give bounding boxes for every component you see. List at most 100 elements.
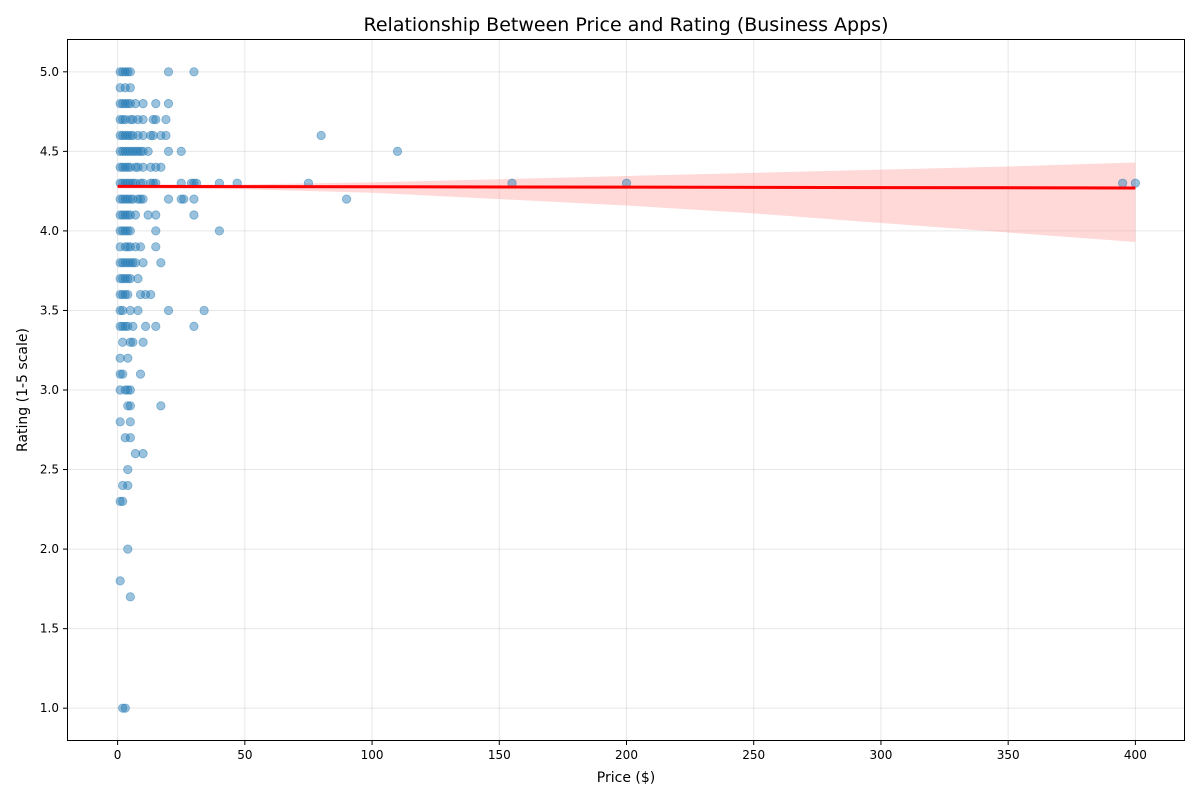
data-point	[125, 146, 135, 156]
data-point	[123, 99, 133, 109]
data-point	[163, 67, 174, 77]
data-point	[138, 99, 148, 109]
x-tick-label: 400	[1124, 748, 1147, 762]
data-point	[120, 114, 130, 125]
y-axis-ticks: 1.0 1.5 2.0 2.5 3.0 3.5 4.0 4.5 5.0	[40, 65, 68, 715]
data-point	[118, 289, 128, 300]
y-tick-label: 2.0	[40, 542, 59, 556]
data-point	[123, 401, 133, 411]
data-point	[125, 592, 135, 602]
confidence-band	[117, 162, 1136, 243]
data-point	[125, 99, 135, 109]
data-point	[189, 67, 199, 77]
data-point	[156, 162, 166, 172]
data-point	[118, 274, 128, 284]
data-point	[115, 67, 125, 77]
data-point	[123, 289, 133, 300]
data-point	[120, 210, 130, 220]
data-point	[128, 321, 138, 331]
data-point	[118, 194, 128, 204]
data-point	[125, 130, 135, 141]
data-point	[125, 242, 135, 252]
data-point	[128, 258, 138, 268]
data-point	[115, 226, 125, 236]
data-point	[125, 226, 135, 236]
data-point	[161, 130, 171, 141]
data-point	[138, 194, 148, 204]
data-point	[125, 417, 135, 427]
y-tick-label: 2.5	[40, 463, 59, 477]
data-point	[120, 99, 130, 109]
data-point	[118, 480, 128, 491]
data-point	[115, 353, 125, 363]
data-point	[163, 194, 174, 204]
data-point	[115, 210, 125, 220]
data-point	[130, 162, 141, 172]
data-point	[138, 130, 148, 141]
data-point	[123, 67, 133, 77]
data-point	[115, 194, 125, 204]
data-point	[135, 146, 146, 156]
data-point	[115, 99, 125, 109]
data-point	[163, 99, 174, 109]
data-point	[123, 464, 133, 475]
data-point	[151, 321, 161, 331]
data-point	[115, 146, 125, 156]
data-point	[135, 242, 146, 252]
data-point	[125, 210, 135, 220]
y-tick-label: 1.0	[40, 701, 59, 715]
data-point	[342, 194, 352, 204]
data-point	[123, 146, 133, 156]
data-point	[128, 130, 138, 141]
data-point	[125, 258, 135, 268]
x-tick-label: 100	[361, 748, 384, 762]
data-point	[118, 337, 128, 347]
data-point	[118, 130, 128, 141]
data-point	[115, 321, 125, 331]
data-point	[392, 146, 403, 156]
data-point	[123, 130, 133, 141]
data-point	[125, 114, 135, 125]
data-point	[130, 210, 141, 220]
data-point	[120, 130, 130, 141]
data-point	[133, 130, 143, 141]
data-point	[115, 242, 125, 252]
data-point	[125, 162, 135, 172]
data-point	[141, 289, 151, 300]
data-point	[115, 274, 125, 284]
data-point	[128, 146, 138, 156]
data-point	[123, 226, 133, 236]
data-point	[118, 258, 128, 268]
data-point	[120, 433, 130, 443]
x-tick-label: 150	[488, 748, 511, 762]
data-point	[130, 258, 141, 268]
x-tick-label: 200	[615, 748, 638, 762]
data-point	[156, 258, 166, 268]
data-point	[189, 194, 199, 204]
data-point	[148, 114, 158, 125]
data-point	[120, 194, 130, 204]
data-point	[123, 353, 133, 363]
data-point	[115, 289, 125, 300]
data-point	[118, 67, 128, 77]
data-point	[133, 194, 143, 204]
data-point	[189, 210, 199, 220]
data-point	[120, 385, 130, 395]
x-tick-label: 50	[237, 748, 252, 762]
data-point	[120, 321, 130, 331]
data-point	[118, 369, 128, 379]
data-point	[120, 162, 130, 172]
data-point	[135, 289, 146, 300]
data-point	[133, 274, 143, 284]
x-tick-label: 350	[997, 748, 1020, 762]
data-point	[118, 226, 128, 236]
data-point	[118, 496, 128, 506]
data-point	[125, 274, 135, 284]
data-point	[179, 194, 189, 204]
data-point	[130, 99, 141, 109]
data-point	[123, 162, 133, 172]
data-point	[151, 226, 161, 236]
data-point	[146, 289, 156, 300]
data-point	[123, 385, 133, 395]
data-point	[135, 369, 146, 379]
